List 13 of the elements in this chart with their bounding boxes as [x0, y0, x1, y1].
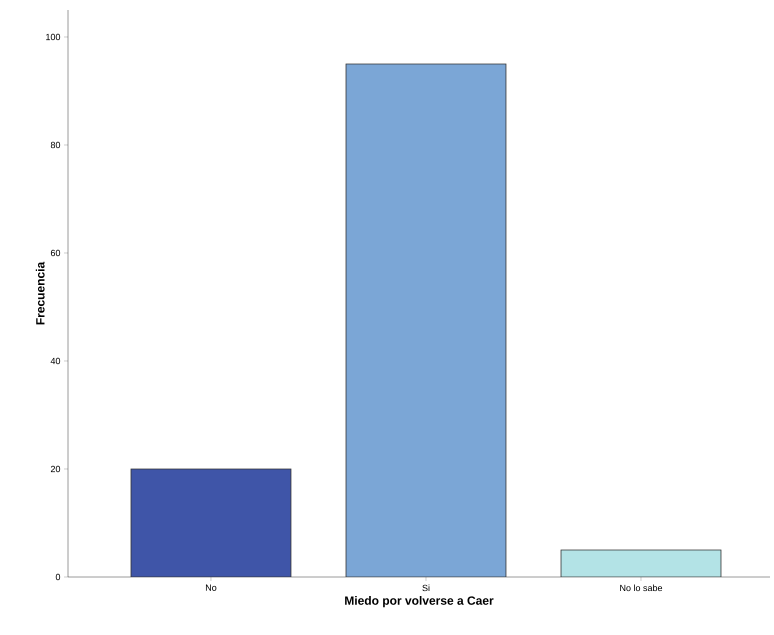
bar — [346, 64, 506, 577]
x-tick-label: Si — [422, 584, 430, 592]
x-axis-title: Miedo por volverse a Caer — [345, 596, 494, 608]
bar — [560, 550, 722, 577]
y-tick-label: 40 — [50, 358, 60, 364]
y-axis-title: Frecuencia — [36, 262, 45, 324]
y-tick-label: 100 — [46, 34, 60, 40]
y-tick-label: 20 — [50, 466, 60, 472]
x-tick-label: No — [206, 584, 216, 591]
y-tick-label: 0 — [56, 574, 60, 580]
x-tick-label: No lo sabe — [620, 584, 662, 592]
y-tick-label: 60 — [50, 250, 60, 256]
y-tick-label: 80 — [50, 142, 60, 148]
